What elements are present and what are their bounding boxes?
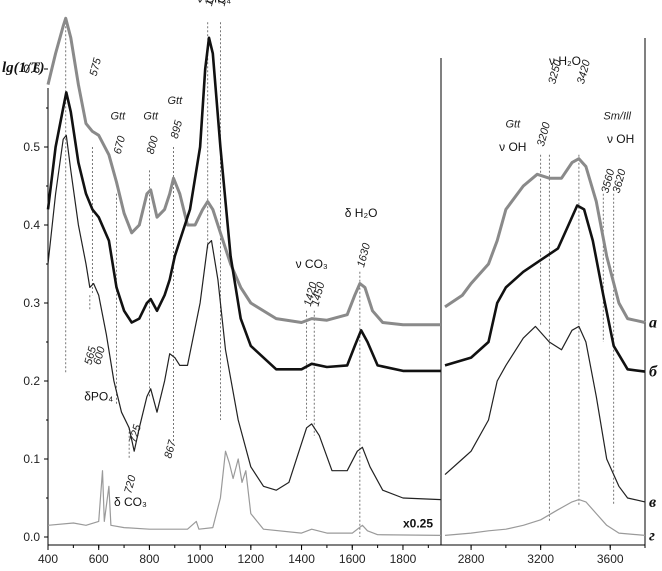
series-line-б: [444, 204, 646, 373]
group-label-gtt_oh: Gtt: [505, 119, 521, 131]
y-tick-label: 0.1: [23, 452, 40, 466]
series-line-г: [444, 499, 646, 536]
peak-label: 600: [91, 344, 108, 366]
series-line-в: [444, 325, 646, 503]
peak-label: 725: [127, 422, 144, 444]
x-tick-label: 2800: [458, 552, 485, 566]
y-axis-label: lg(1/T): [2, 60, 45, 76]
peak-guide-lines: [65, 18, 615, 537]
group-label-smill: Sm/Ill: [603, 111, 631, 123]
peak-label: 575: [88, 56, 105, 78]
group-label-h2o_v: ν H₂O: [549, 54, 581, 68]
plot-frame: [47, 38, 646, 546]
peak-label: 1080: [216, 0, 234, 7]
x-tick-label: 3200: [527, 552, 554, 566]
series-line-г: [47, 450, 442, 536]
annotations: абвг470575670Gtt800Gtt895Gtt103010801420…: [83, 0, 658, 544]
scale-note: x0.25: [403, 517, 433, 531]
group-label-sio4: ν SiO₄: [197, 0, 231, 6]
peak-label: 670: [112, 134, 129, 156]
group-label-co3_d: δ CO₃: [114, 495, 147, 509]
y-tick-label: 0.4: [23, 218, 40, 232]
x-tick-label: 800: [139, 552, 159, 566]
series-label: а: [649, 315, 657, 332]
gtt-label: Gtt: [143, 111, 159, 123]
series-label: г: [649, 527, 655, 544]
peak-label: 800: [145, 134, 162, 156]
x-tick-label: 1800: [390, 552, 417, 566]
x-tick-label: 400: [38, 552, 58, 566]
gtt-label: Gtt: [168, 95, 184, 107]
group-label-po4: δPO₄: [84, 390, 113, 404]
series-line-а: [46, 16, 441, 327]
x-tick-label: 1600: [339, 552, 366, 566]
group-label-co3: ν CO₃: [296, 257, 328, 271]
x-tick-label: 1000: [187, 552, 214, 566]
series-line-в: [47, 134, 442, 501]
group-label-h2o_d: δ H₂O: [345, 206, 378, 220]
peak-label: 1030: [203, 0, 221, 7]
peak-label: 867: [162, 438, 179, 460]
y-tick-label: 0.6: [23, 62, 40, 76]
x-tick-label: 600: [89, 552, 109, 566]
y-tick-label: 0.0: [23, 530, 40, 544]
axes: 0.0 0.1 0.2 0.3 0.4 0.5 0.6lg(1/T) 400 600 800 100…: [2, 60, 646, 566]
group-label-oh2: ν OH: [607, 132, 634, 146]
gtt-label: Gtt: [110, 111, 126, 123]
series-label: в: [649, 494, 656, 511]
y-tick-label: 0.2: [23, 374, 40, 388]
peak-label: 895: [169, 118, 186, 140]
peak-label: 3200: [535, 120, 553, 148]
x-tick-label: 1200: [237, 552, 264, 566]
series-label: б: [649, 364, 658, 381]
y-tick-label: 0.3: [23, 296, 40, 310]
group-label-oh: ν OH: [499, 140, 526, 154]
series-line-б: [46, 36, 441, 373]
peak-label: 1630: [355, 241, 373, 269]
x-tick-label: 1400: [288, 552, 315, 566]
spectra-curves: [46, 16, 646, 536]
x-tick-label: 3600: [597, 552, 624, 566]
y-tick-label: 0.5: [23, 140, 40, 154]
peak-label: 720: [122, 473, 139, 495]
series-line-а: [444, 157, 646, 324]
peak-label: 565: [83, 344, 100, 366]
